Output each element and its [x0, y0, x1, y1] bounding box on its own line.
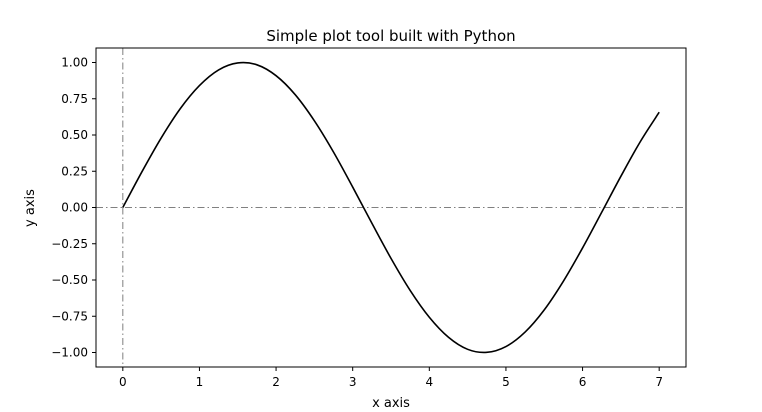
x-tick-label: 5 — [502, 375, 510, 389]
y-tick-label: 1.00 — [61, 56, 88, 70]
x-tick-label: 3 — [349, 375, 357, 389]
x-tick-label: 7 — [655, 375, 663, 389]
chart-title: Simple plot tool built with Python — [266, 27, 515, 45]
x-tick-label: 4 — [425, 375, 433, 389]
x-tick-label: 0 — [119, 375, 127, 389]
reference-lines — [96, 48, 686, 367]
x-axis-label: x axis — [372, 396, 410, 411]
y-tick-label: −0.50 — [51, 273, 88, 287]
series-layer — [122, 61, 660, 354]
series-line-0 — [122, 61, 660, 354]
x-tick-label: 6 — [579, 375, 587, 389]
y-tick-label: −0.25 — [51, 237, 88, 251]
y-tick-label: −0.75 — [51, 309, 88, 323]
x-axis: 0 1 2 3 4 5 6 7 — [119, 367, 663, 389]
y-tick-label: −1.00 — [51, 346, 88, 360]
y-axis: 1.00 0.75 0.50 0.25 0.00 −0.25 −0.50 −0.75 −1.00 — [51, 56, 96, 360]
y-tick-label: 0.25 — [61, 164, 88, 178]
x-tick-label: 2 — [272, 375, 280, 389]
y-tick-label: 0.00 — [61, 201, 88, 215]
y-tick-label: 0.50 — [61, 128, 88, 142]
y-axis-label: y axis — [23, 189, 38, 227]
x-tick-label: 1 — [196, 375, 204, 389]
y-tick-label: 0.75 — [61, 92, 88, 106]
